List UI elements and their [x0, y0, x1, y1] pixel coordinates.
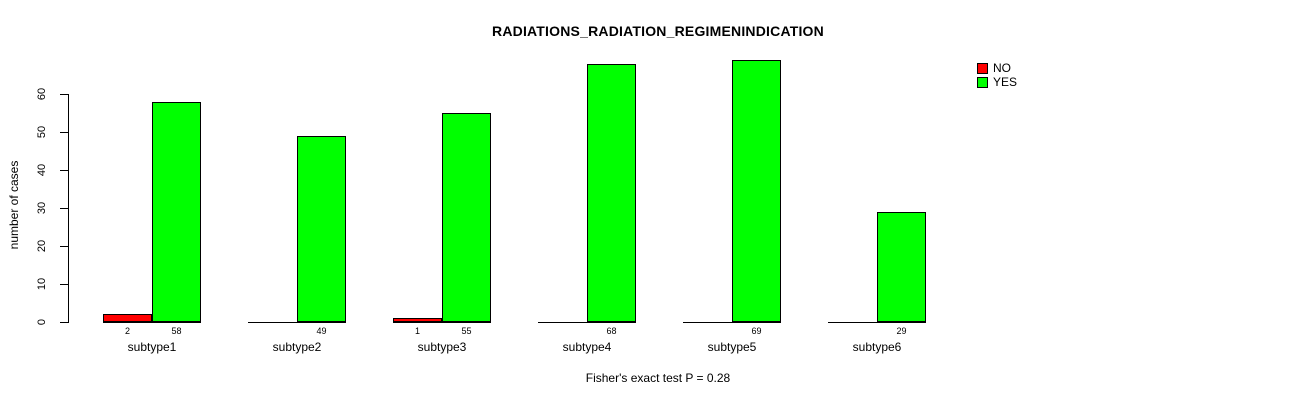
legend-swatch-yes-icon — [977, 77, 988, 88]
bar-yes-subtype2 — [297, 136, 346, 322]
x-category-label-subtype6: subtype6 — [852, 340, 902, 354]
y-axis-tick — [60, 208, 68, 209]
bar-value-label: 69 — [751, 326, 762, 336]
bar-value-label: 2 — [124, 326, 131, 336]
bar-yes-subtype1 — [152, 102, 201, 322]
bar-value-label: 55 — [461, 326, 472, 336]
legend-label-no: NO — [993, 61, 1011, 75]
bar-value-label: 1 — [414, 326, 421, 336]
y-axis-tick-label: 0 — [36, 318, 48, 326]
y-axis-tick-label: 20 — [36, 239, 48, 253]
x-category-label-subtype1: subtype1 — [127, 340, 177, 354]
y-axis-tick-label: 60 — [36, 87, 48, 101]
group-baseline — [683, 322, 781, 323]
bar-no-subtype3 — [393, 318, 442, 322]
legend-item-yes: YES — [977, 75, 1018, 89]
y-axis-title: number of cases — [7, 160, 21, 250]
y-axis-tick — [60, 94, 68, 95]
bar-yes-subtype6 — [877, 212, 926, 322]
legend-item-no: NO — [977, 61, 1017, 75]
footer-annotation: Fisher's exact test P = 0.28 — [585, 371, 731, 385]
y-axis-tick-label: 10 — [36, 277, 48, 291]
group-baseline — [248, 322, 346, 323]
bar-yes-subtype5 — [732, 60, 781, 322]
group-baseline — [103, 322, 201, 323]
bar-yes-subtype4 — [587, 64, 636, 322]
y-axis-tick — [60, 132, 68, 133]
bar-yes-subtype3 — [442, 113, 491, 322]
bar-value-label: 29 — [896, 326, 907, 336]
bar-value-label: 58 — [171, 326, 182, 336]
y-axis-tick-label: 40 — [36, 163, 48, 177]
y-axis-tick-label: 30 — [36, 201, 48, 215]
y-axis-tick — [60, 322, 68, 323]
legend: NO YES — [977, 61, 1018, 89]
x-category-label-subtype3: subtype3 — [417, 340, 467, 354]
y-axis-tick-label: 50 — [36, 125, 48, 139]
group-baseline — [828, 322, 926, 323]
y-axis-tick — [60, 170, 68, 171]
legend-label-yes: YES — [993, 75, 1018, 89]
group-baseline — [393, 322, 491, 323]
y-axis-tick — [60, 246, 68, 247]
chart-title: RADIATIONS_RADIATION_REGIMENINDICATION — [492, 23, 824, 39]
x-category-label-subtype2: subtype2 — [272, 340, 322, 354]
bar-no-subtype1 — [103, 314, 152, 322]
bar-value-label: 68 — [606, 326, 617, 336]
y-axis-line — [68, 94, 69, 323]
x-category-label-subtype4: subtype4 — [562, 340, 612, 354]
y-axis-tick — [60, 284, 68, 285]
x-category-label-subtype5: subtype5 — [707, 340, 757, 354]
group-baseline — [538, 322, 636, 323]
legend-swatch-no-icon — [977, 63, 988, 74]
bar-value-label: 49 — [316, 326, 327, 336]
